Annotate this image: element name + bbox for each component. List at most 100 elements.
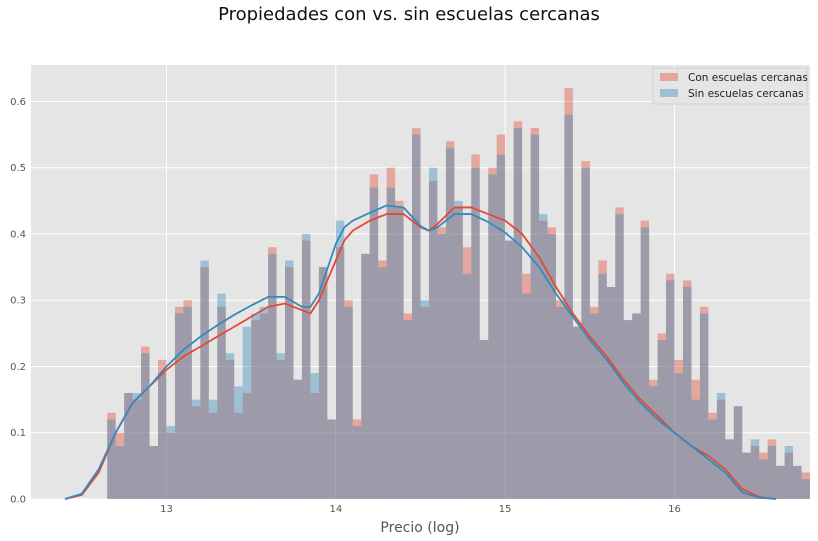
kde-line-sin-escuelas xyxy=(64,204,777,500)
bar-con-escuelas xyxy=(564,88,573,499)
x-tick-label: 14 xyxy=(329,504,342,515)
bar-con-escuelas xyxy=(522,273,531,499)
legend-label-sin: Sin escuelas cercanas xyxy=(688,88,804,100)
x-axis-ticks: 13 14 15 16 xyxy=(160,504,681,515)
bar-sin-escuelas xyxy=(166,426,175,499)
bar-con-escuelas xyxy=(115,432,125,499)
bar-sin-escuelas xyxy=(801,479,810,499)
bar-sin-escuelas xyxy=(716,392,726,499)
bar-con-escuelas xyxy=(403,313,413,499)
bar-sin-escuelas xyxy=(666,280,675,499)
bar-con-escuelas xyxy=(242,392,252,499)
bar-con-escuelas xyxy=(598,260,607,499)
bar-con-escuelas xyxy=(733,406,743,499)
y-axis-ticks: 0.0 0.1 0.2 0.3 0.4 0.5 0.6 xyxy=(10,97,26,506)
bar-sin-escuelas xyxy=(699,313,709,499)
bar-sin-escuelas xyxy=(530,134,540,500)
bar-con-escuelas xyxy=(352,419,362,499)
bar-con-escuelas xyxy=(750,445,760,499)
bar-sin-escuelas xyxy=(428,167,438,500)
bar-con-escuelas xyxy=(682,280,692,499)
bar-con-escuelas xyxy=(801,472,810,499)
bar-con-escuelas xyxy=(132,399,142,499)
bar-con-escuelas xyxy=(615,207,624,499)
bar-sin-escuelas xyxy=(124,392,133,499)
bar-con-escuelas xyxy=(141,346,150,499)
x-tick-label: 13 xyxy=(160,504,173,515)
bar-con-escuelas xyxy=(293,379,302,499)
bar-sin-escuelas xyxy=(742,452,751,499)
bar-sin-escuelas xyxy=(793,465,802,499)
bar-con-escuelas xyxy=(124,392,133,499)
bar-con-escuelas xyxy=(234,412,243,499)
bar-con-escuelas xyxy=(454,207,463,499)
bar-con-escuelas xyxy=(217,306,226,499)
bar-con-escuelas xyxy=(606,286,616,499)
bar-sin-escuelas xyxy=(200,260,209,499)
bar-con-escuelas xyxy=(776,465,785,499)
legend-swatch-con xyxy=(660,73,678,81)
bar-sin-escuelas xyxy=(649,386,658,499)
bar-con-escuelas xyxy=(488,167,497,500)
bar-con-escuelas xyxy=(767,439,777,499)
bar-con-escuelas xyxy=(251,320,260,499)
bar-sin-escuelas xyxy=(615,214,624,499)
bar-con-escuelas xyxy=(547,227,556,499)
legend-swatch-sin xyxy=(660,89,678,97)
series-sin-escuelas-bars xyxy=(107,114,810,500)
bar-con-escuelas xyxy=(716,399,726,499)
bar-sin-escuelas xyxy=(107,419,116,499)
bar-sin-escuelas xyxy=(496,154,506,499)
bar-sin-escuelas xyxy=(445,147,455,499)
bar-con-escuelas xyxy=(699,306,709,499)
x-axis-label: Precio (log) xyxy=(380,520,459,536)
bar-sin-escuelas xyxy=(327,419,336,499)
bar-sin-escuelas xyxy=(725,439,734,499)
y-tick-label: 0.5 xyxy=(10,163,26,174)
bar-con-escuelas xyxy=(276,359,286,499)
bar-sin-escuelas xyxy=(403,320,413,499)
bar-sin-escuelas xyxy=(623,320,633,499)
bar-con-escuelas xyxy=(183,300,192,499)
bar-con-escuelas xyxy=(412,127,421,499)
y-tick-label: 0.3 xyxy=(10,296,26,307)
bar-con-escuelas xyxy=(378,260,387,499)
x-tick-label: 15 xyxy=(499,504,512,515)
legend-box xyxy=(652,67,808,105)
y-tick-label: 0.1 xyxy=(10,428,26,439)
legend-label-con: Con escuelas cercanas xyxy=(688,72,808,84)
bar-sin-escuelas xyxy=(183,306,192,499)
bar-con-escuelas xyxy=(657,333,667,499)
bar-con-escuelas xyxy=(361,253,370,499)
bar-con-escuelas xyxy=(369,174,379,499)
bar-con-escuelas xyxy=(107,412,116,499)
bar-sin-escuelas xyxy=(217,293,226,499)
bar-sin-escuelas xyxy=(344,306,353,499)
bar-con-escuelas xyxy=(301,240,311,500)
chart-title: Propiedades con vs. sin escuelas cercana… xyxy=(218,4,600,25)
bar-con-escuelas xyxy=(327,419,336,499)
bar-sin-escuelas xyxy=(158,373,167,499)
bar-con-escuelas xyxy=(445,141,455,499)
bar-con-escuelas xyxy=(285,267,294,499)
y-tick-label: 0.0 xyxy=(10,495,26,506)
bar-sin-escuelas xyxy=(259,306,269,499)
bar-con-escuelas xyxy=(708,412,717,499)
bar-con-escuelas xyxy=(589,306,599,499)
bar-con-escuelas xyxy=(259,313,269,499)
bar-con-escuelas xyxy=(149,445,159,499)
bar-con-escuelas xyxy=(572,326,582,499)
bar-sin-escuelas xyxy=(539,214,548,499)
bar-sin-escuelas xyxy=(369,187,379,500)
bar-sin-escuelas xyxy=(141,353,150,499)
bar-sin-escuelas xyxy=(234,386,243,499)
bar-con-escuelas xyxy=(437,227,446,499)
bar-sin-escuelas xyxy=(386,187,396,500)
grid xyxy=(31,65,810,500)
bar-sin-escuelas xyxy=(242,326,252,499)
bar-con-escuelas xyxy=(632,313,641,499)
bar-sin-escuelas xyxy=(395,207,404,499)
bar-sin-escuelas xyxy=(225,353,235,499)
bar-con-escuelas xyxy=(793,465,802,499)
y-tick-label: 0.4 xyxy=(10,229,26,240)
